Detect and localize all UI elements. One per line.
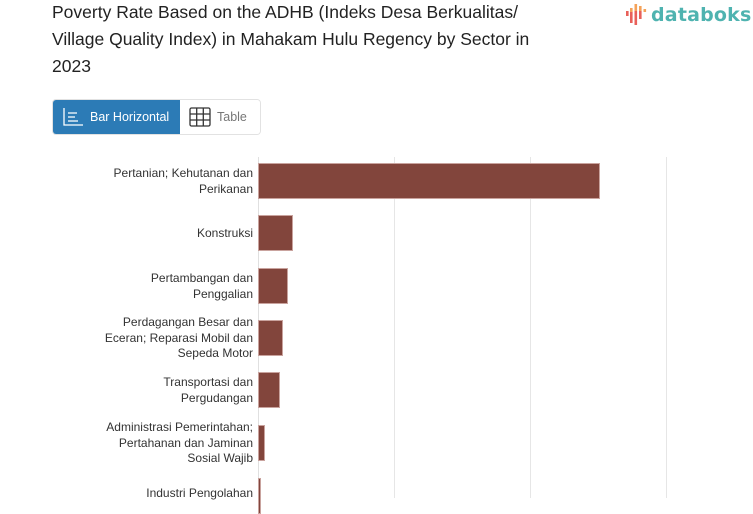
view-toggle: Bar Horizontal Table — [52, 99, 261, 135]
table-grid-icon — [189, 107, 211, 127]
gridline — [394, 157, 395, 498]
bar-perdagangan[interactable] — [258, 320, 283, 356]
category-label: Industri Pengolahan — [146, 486, 253, 500]
table-button[interactable]: Table — [180, 100, 260, 134]
category-label: Perdagangan Besar dan Eceran; Reparasi Mo… — [104, 315, 253, 360]
category-label: Konstruksi — [196, 226, 253, 240]
category-label: Transportasi dan Pergudangan — [163, 375, 253, 405]
chart-title: Poverty Rate Based on the ADHB (Indeks D… — [52, 2, 530, 76]
bar-chart: Pertanian; Kehutanan dan Perikanan Konstr… — [0, 150, 753, 514]
logo-text: databoks — [651, 4, 752, 26]
bar-konstruksi[interactable] — [258, 215, 293, 251]
bar-pertanian[interactable] — [258, 163, 600, 199]
category-label: Administrasi Pemerintahan; Pertahanan dan… — [106, 420, 253, 465]
bar-transportasi[interactable] — [258, 372, 280, 408]
bar-administrasi[interactable] — [258, 425, 265, 461]
category-label: Pertambangan dan Penggalian — [150, 271, 253, 301]
bar-pertambangan[interactable] — [258, 268, 288, 304]
bar-horizontal-label: Bar Horizontal — [90, 110, 170, 124]
databoks-bars-icon — [626, 4, 647, 25]
bar-horizontal-button[interactable]: Bar Horizontal — [53, 100, 180, 134]
bar-industri[interactable] — [258, 478, 261, 514]
bar-horizontal-icon — [63, 108, 83, 126]
category-label: Pertanian; Kehutanan dan Perikanan — [113, 166, 253, 196]
databoks-logo[interactable]: databoks — [625, 3, 752, 27]
table-label: Table — [217, 110, 247, 124]
gridline — [530, 157, 531, 498]
gridline — [666, 157, 667, 498]
